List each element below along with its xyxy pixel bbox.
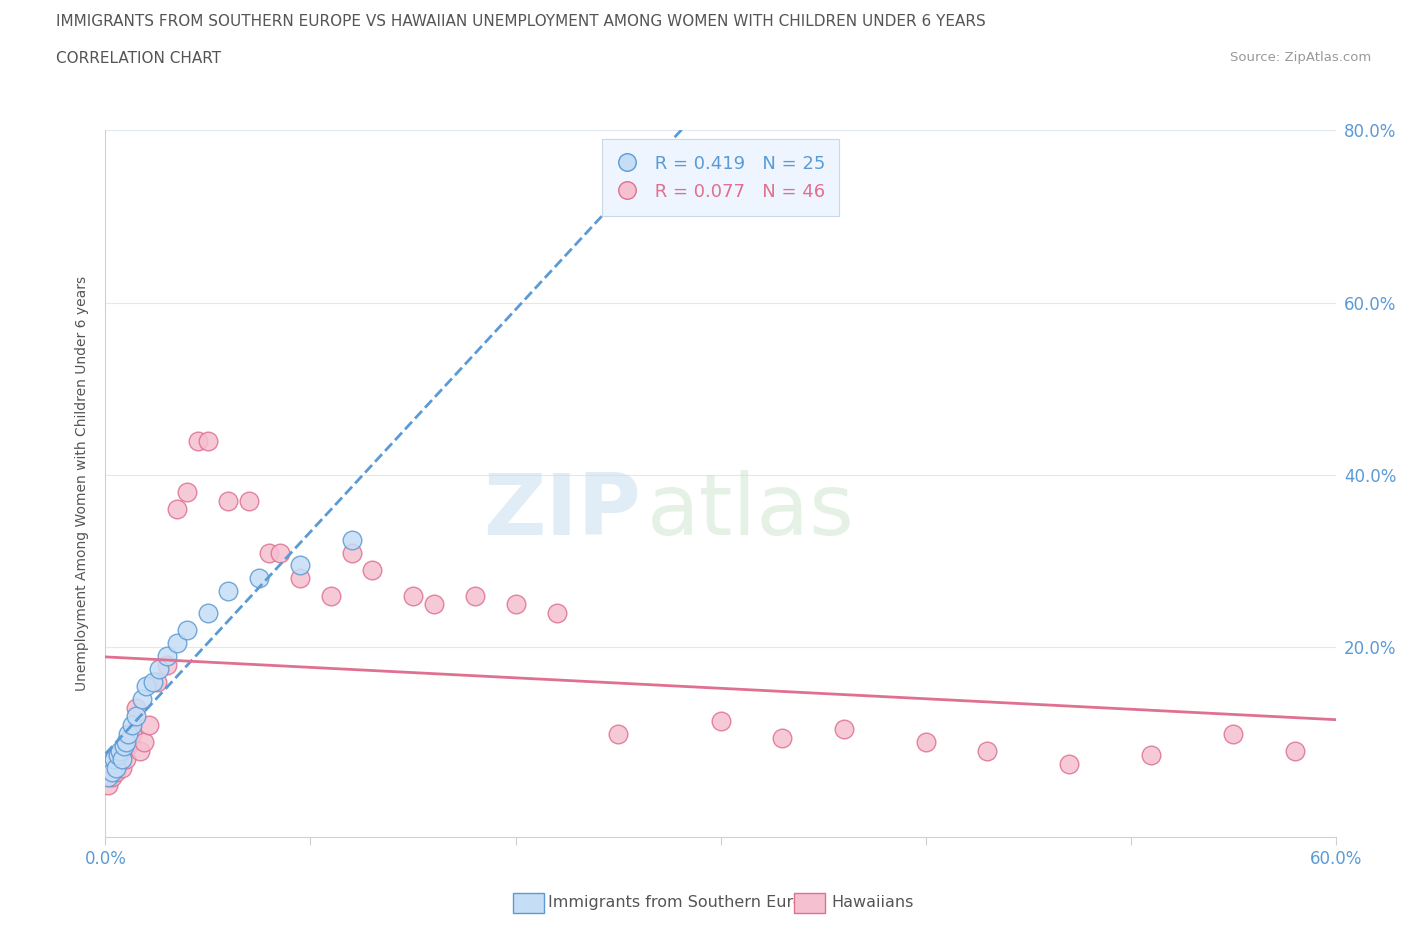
Point: [98, 761, 121, 776]
Point: [98, 756, 121, 771]
Text: Hawaiians: Hawaiians: [831, 895, 914, 910]
Point: [117, 739, 139, 754]
Point: [1284, 743, 1306, 758]
Point: [176, 623, 198, 638]
Point: [107, 756, 129, 771]
Point: [197, 605, 219, 620]
Point: [156, 648, 179, 663]
Point: [104, 761, 127, 776]
Point: [1140, 748, 1163, 763]
Point: [100, 764, 122, 779]
Point: [103, 752, 125, 767]
Point: [976, 743, 998, 758]
Point: [145, 674, 167, 689]
Point: [135, 679, 157, 694]
Point: [129, 743, 152, 758]
Point: [117, 726, 139, 741]
Point: [197, 433, 219, 448]
Point: [121, 726, 143, 741]
Point: [115, 752, 138, 767]
Text: atlas: atlas: [647, 471, 855, 553]
Point: [166, 502, 188, 517]
Point: [290, 571, 312, 586]
Point: [340, 532, 363, 547]
Point: [1222, 726, 1244, 741]
Point: [340, 545, 363, 560]
Point: [166, 635, 188, 650]
Point: [607, 726, 630, 741]
Point: [546, 605, 568, 620]
Point: [108, 743, 131, 758]
Point: [218, 584, 240, 599]
Point: [770, 730, 793, 745]
Point: [176, 485, 198, 499]
Point: [505, 597, 527, 612]
Point: [422, 597, 444, 612]
Point: [218, 494, 240, 509]
Point: [142, 674, 165, 689]
Point: [121, 718, 143, 733]
Point: [125, 700, 148, 715]
Point: [131, 692, 153, 707]
Point: [125, 709, 148, 724]
Point: [156, 658, 179, 672]
Point: [914, 735, 936, 750]
Point: [361, 563, 384, 578]
Text: Immigrants from Southern Europe: Immigrants from Southern Europe: [548, 895, 823, 910]
Point: [259, 545, 281, 560]
Point: [290, 558, 312, 573]
Point: [319, 588, 342, 603]
Point: [104, 764, 127, 779]
Text: ZIP: ZIP: [482, 471, 641, 553]
Point: [112, 743, 135, 758]
Point: [269, 545, 291, 560]
Text: CORRELATION CHART: CORRELATION CHART: [56, 51, 221, 66]
Point: [402, 588, 425, 603]
Point: [107, 748, 129, 763]
Point: [103, 752, 125, 767]
Point: [187, 433, 209, 448]
Text: Source: ZipAtlas.com: Source: ZipAtlas.com: [1230, 51, 1371, 64]
Point: [247, 571, 270, 586]
Point: [100, 769, 122, 784]
Point: [464, 588, 486, 603]
Point: [832, 722, 855, 737]
Point: [112, 739, 135, 754]
Point: [710, 713, 733, 728]
Point: [120, 735, 141, 750]
Point: [238, 494, 260, 509]
Legend:  R = 0.419   N = 25,  R = 0.077   N = 46: R = 0.419 N = 25, R = 0.077 N = 46: [602, 140, 839, 216]
Y-axis label: Unemployment Among Women with Children Under 6 years: Unemployment Among Women with Children U…: [76, 276, 90, 691]
Point: [134, 735, 156, 750]
Point: [138, 718, 160, 733]
Text: IMMIGRANTS FROM SOUTHERN EUROPE VS HAWAIIAN UNEMPLOYMENT AMONG WOMEN WITH CHILDR: IMMIGRANTS FROM SOUTHERN EUROPE VS HAWAI…: [56, 14, 986, 29]
Point: [111, 752, 134, 767]
Point: [111, 761, 134, 776]
Point: [96, 777, 118, 792]
Point: [108, 748, 131, 763]
Point: [148, 661, 170, 676]
Point: [1057, 756, 1080, 771]
Point: [96, 769, 118, 784]
Point: [115, 735, 138, 750]
